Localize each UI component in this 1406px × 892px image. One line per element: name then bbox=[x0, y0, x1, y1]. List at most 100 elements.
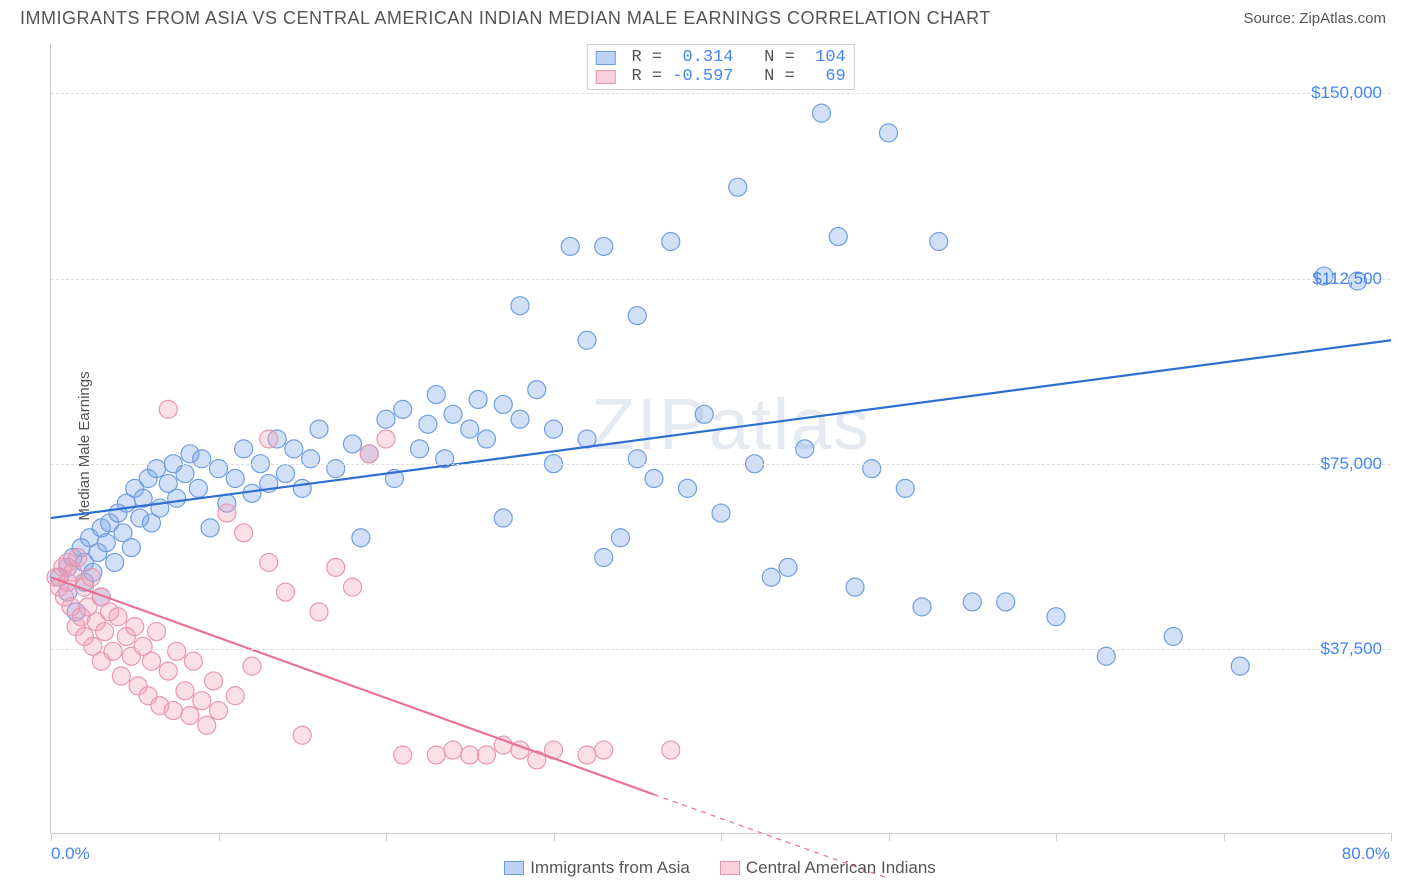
scatter-point bbox=[168, 642, 186, 660]
scatter-point bbox=[189, 479, 207, 497]
legend-item: Immigrants from Asia bbox=[504, 858, 690, 878]
y-tick-label: $75,000 bbox=[1321, 454, 1382, 474]
scatter-point bbox=[628, 307, 646, 325]
scatter-point bbox=[377, 430, 395, 448]
scatter-point bbox=[352, 529, 370, 547]
scatter-point bbox=[511, 410, 529, 428]
scatter-point bbox=[712, 504, 730, 522]
scatter-point bbox=[427, 746, 445, 764]
scatter-point bbox=[896, 479, 914, 497]
x-tick bbox=[554, 833, 555, 841]
scatter-point bbox=[344, 435, 362, 453]
scatter-point bbox=[662, 233, 680, 251]
scatter-point bbox=[645, 470, 663, 488]
scatter-point bbox=[327, 460, 345, 478]
scatter-point bbox=[122, 539, 140, 557]
scatter-point bbox=[478, 746, 496, 764]
scatter-point bbox=[310, 420, 328, 438]
scatter-point bbox=[578, 331, 596, 349]
legend-label: Central American Indians bbox=[746, 858, 936, 878]
scatter-point bbox=[176, 682, 194, 700]
gridline bbox=[51, 279, 1390, 280]
scatter-point bbox=[218, 504, 236, 522]
x-tick bbox=[219, 833, 220, 841]
scatter-point bbox=[69, 549, 87, 567]
legend-item: Central American Indians bbox=[720, 858, 936, 878]
y-tick-label: $150,000 bbox=[1311, 83, 1382, 103]
scatter-point bbox=[461, 420, 479, 438]
scatter-point bbox=[1231, 657, 1249, 675]
scatter-point bbox=[1097, 647, 1115, 665]
scatter-point bbox=[511, 297, 529, 315]
scatter-point bbox=[112, 667, 130, 685]
scatter-point bbox=[494, 509, 512, 527]
correlation-text: R = 0.314 N = 104 bbox=[621, 48, 845, 67]
scatter-point bbox=[963, 593, 981, 611]
plot-svg bbox=[51, 44, 1390, 833]
legend-swatch bbox=[720, 861, 740, 875]
scatter-point bbox=[1164, 628, 1182, 646]
scatter-point bbox=[293, 479, 311, 497]
scatter-point bbox=[377, 410, 395, 428]
scatter-point bbox=[148, 460, 166, 478]
scatter-point bbox=[494, 395, 512, 413]
trend-line bbox=[51, 340, 1391, 518]
scatter-point bbox=[444, 405, 462, 423]
chart-area: ZIPatlas R = 0.314 N = 104 R = -0.597 N … bbox=[50, 44, 1390, 834]
scatter-point bbox=[394, 746, 412, 764]
scatter-point bbox=[260, 430, 278, 448]
scatter-point bbox=[595, 741, 613, 759]
scatter-point bbox=[243, 484, 261, 502]
scatter-point bbox=[106, 553, 124, 571]
scatter-point bbox=[360, 445, 378, 463]
scatter-point bbox=[168, 489, 186, 507]
scatter-point bbox=[82, 568, 100, 586]
scatter-point bbox=[679, 479, 697, 497]
x-tick bbox=[1391, 833, 1392, 841]
scatter-point bbox=[561, 237, 579, 255]
scatter-point bbox=[595, 549, 613, 567]
correlation-text: R = -0.597 N = 69 bbox=[621, 67, 845, 86]
source-label: Source: ZipAtlas.com bbox=[1243, 10, 1386, 27]
scatter-point bbox=[612, 529, 630, 547]
scatter-point bbox=[159, 400, 177, 418]
scatter-point bbox=[829, 228, 847, 246]
scatter-point bbox=[729, 178, 747, 196]
scatter-point bbox=[419, 415, 437, 433]
scatter-point bbox=[201, 519, 219, 537]
scatter-point bbox=[344, 578, 362, 596]
scatter-point bbox=[204, 672, 222, 690]
x-tick bbox=[889, 833, 890, 841]
correlation-row: R = -0.597 N = 69 bbox=[595, 67, 845, 86]
scatter-point bbox=[293, 726, 311, 744]
x-tick bbox=[51, 833, 52, 841]
scatter-point bbox=[235, 524, 253, 542]
scatter-point bbox=[193, 450, 211, 468]
scatter-point bbox=[277, 583, 295, 601]
scatter-point bbox=[863, 460, 881, 478]
scatter-point bbox=[1047, 608, 1065, 626]
y-tick-label: $112,500 bbox=[1312, 269, 1382, 289]
scatter-point bbox=[109, 608, 127, 626]
scatter-point bbox=[243, 657, 261, 675]
scatter-point bbox=[545, 420, 563, 438]
scatter-point bbox=[302, 450, 320, 468]
scatter-point bbox=[210, 702, 228, 720]
scatter-point bbox=[695, 405, 713, 423]
scatter-point bbox=[143, 652, 161, 670]
gridline bbox=[51, 93, 1390, 94]
scatter-point bbox=[260, 553, 278, 571]
scatter-point bbox=[578, 746, 596, 764]
scatter-point bbox=[796, 440, 814, 458]
gridline bbox=[51, 464, 1390, 465]
scatter-point bbox=[762, 568, 780, 586]
scatter-point bbox=[469, 391, 487, 409]
scatter-point bbox=[235, 440, 253, 458]
legend-swatch bbox=[595, 51, 615, 65]
scatter-point bbox=[210, 460, 228, 478]
scatter-point bbox=[394, 400, 412, 418]
title-bar: IMMIGRANTS FROM ASIA VS CENTRAL AMERICAN… bbox=[0, 0, 1406, 33]
scatter-point bbox=[310, 603, 328, 621]
scatter-point bbox=[595, 237, 613, 255]
y-tick-label: $37,500 bbox=[1321, 639, 1382, 659]
